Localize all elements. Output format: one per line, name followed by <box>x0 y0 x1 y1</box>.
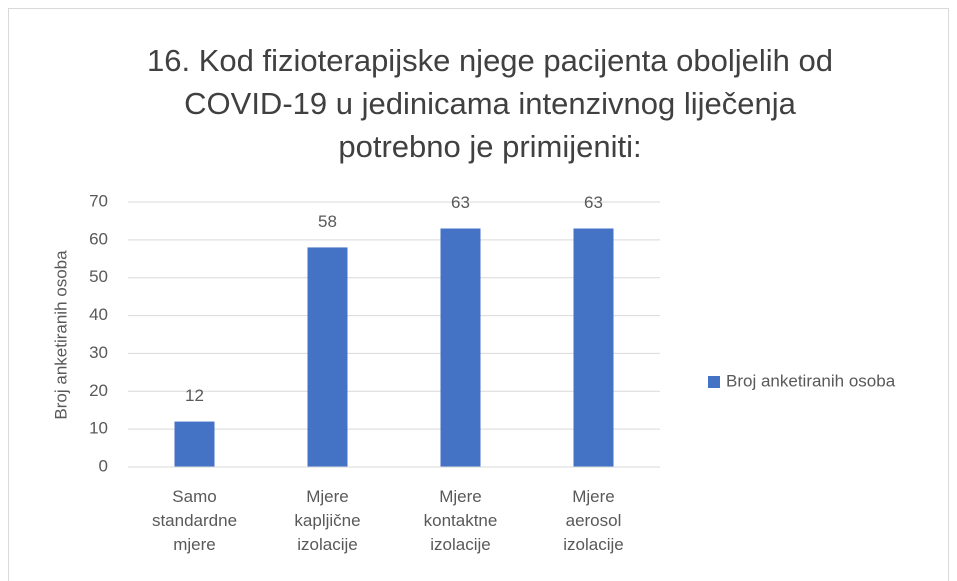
y-tick-label: 40 <box>89 305 108 324</box>
legend-swatch <box>708 376 720 388</box>
y-tick-label: 70 <box>89 191 108 210</box>
bar <box>440 228 481 467</box>
y-tick-label: 10 <box>89 419 108 438</box>
x-tick-label: Mjere aerosol izolacije <box>563 487 623 554</box>
y-tick-label: 20 <box>89 381 108 400</box>
x-tick-label: Samo standardne mjere <box>152 487 237 554</box>
y-tick-label: 30 <box>89 343 108 362</box>
chart-title: 16. Kod fizioterapijske njege pacijenta … <box>147 43 833 164</box>
y-tick-label: 60 <box>89 229 108 248</box>
bar <box>174 421 215 467</box>
y-tick-label: 0 <box>99 456 108 475</box>
y-axis-label: Broj anketiranih osoba <box>51 250 70 420</box>
bar <box>307 247 348 467</box>
data-label: 12 <box>185 386 204 405</box>
data-label: 63 <box>584 193 603 212</box>
bar <box>573 228 614 467</box>
data-label: 63 <box>451 193 470 212</box>
y-tick-label: 50 <box>89 267 108 286</box>
x-tick-label: Mjere kapljične izolacije <box>294 487 360 554</box>
legend-label: Broj anketiranih osoba <box>726 371 896 390</box>
x-tick-label: Mjere kontaktne izolacije <box>424 487 498 554</box>
data-label: 58 <box>318 212 337 231</box>
